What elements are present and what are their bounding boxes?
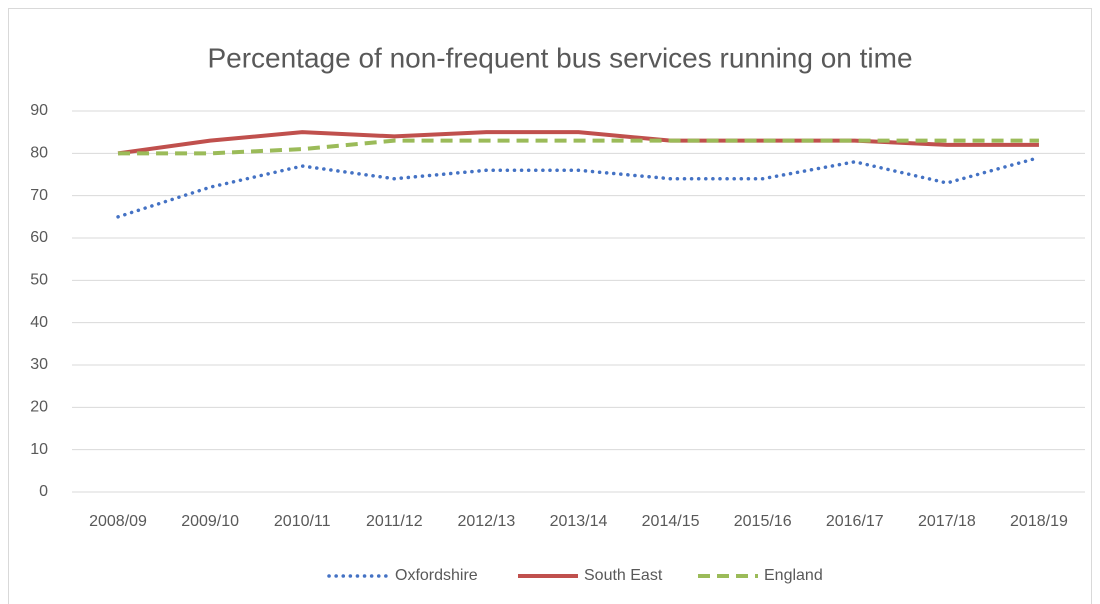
legend-label: Oxfordshire [395, 567, 478, 584]
y-tick-label: 0 [39, 483, 48, 500]
x-tick-label: 2015/16 [734, 513, 792, 530]
y-tick-label: 50 [30, 272, 48, 289]
x-tick-label: 2018/19 [1010, 513, 1068, 530]
series-line [118, 138, 1039, 156]
legend-label: South East [584, 567, 663, 584]
x-tick-label: 2008/09 [89, 513, 147, 530]
y-tick-label: 40 [30, 314, 48, 331]
x-tick-label: 2014/15 [642, 513, 700, 530]
x-tick-label: 2011/12 [366, 513, 423, 530]
y-tick-label: 10 [30, 441, 48, 458]
y-tick-label: 20 [30, 399, 48, 416]
x-tick-label: 2017/18 [918, 513, 976, 530]
chart-title: Percentage of non-frequent bus services … [207, 42, 912, 73]
y-tick-label: 90 [30, 102, 48, 119]
y-tick-label: 30 [30, 356, 48, 373]
x-tick-label: 2012/13 [457, 513, 515, 530]
legend-label: England [764, 567, 823, 584]
x-tick-label: 2009/10 [181, 513, 239, 530]
x-tick-label: 2013/14 [550, 513, 608, 530]
y-tick-label: 80 [30, 145, 48, 162]
x-tick-label: 2010/11 [274, 513, 331, 530]
chart-frame [8, 8, 1092, 604]
x-tick-label: 2016/17 [826, 513, 884, 530]
y-tick-label: 70 [30, 187, 48, 204]
series-line [116, 155, 1041, 219]
y-tick-label: 60 [30, 229, 48, 246]
